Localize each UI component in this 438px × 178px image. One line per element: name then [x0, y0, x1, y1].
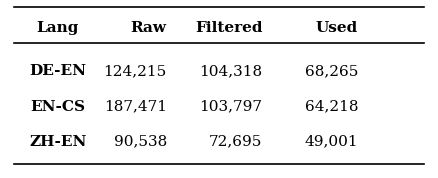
Text: Filtered: Filtered [195, 21, 262, 35]
Text: EN-CS: EN-CS [31, 100, 85, 114]
Text: Raw: Raw [131, 21, 167, 35]
Text: Lang: Lang [37, 21, 79, 35]
Text: 90,538: 90,538 [113, 135, 167, 149]
Text: 68,265: 68,265 [305, 64, 358, 78]
Text: 103,797: 103,797 [200, 100, 262, 114]
Text: 187,471: 187,471 [104, 100, 167, 114]
Text: 64,218: 64,218 [305, 100, 358, 114]
Text: 72,695: 72,695 [209, 135, 262, 149]
Text: DE-EN: DE-EN [29, 64, 86, 78]
Text: ZH-EN: ZH-EN [29, 135, 87, 149]
Text: 49,001: 49,001 [305, 135, 358, 149]
Text: 104,318: 104,318 [199, 64, 262, 78]
Text: 124,215: 124,215 [103, 64, 167, 78]
Text: Used: Used [316, 21, 358, 35]
